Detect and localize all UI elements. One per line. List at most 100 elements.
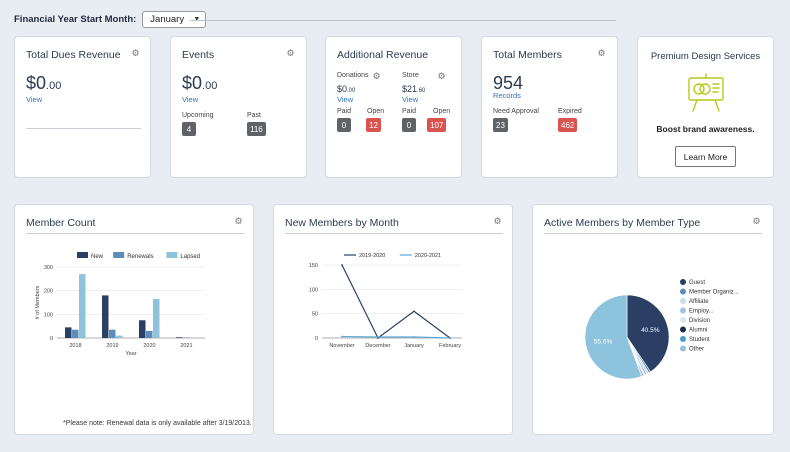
slice-label: 55.6% (594, 338, 613, 345)
members-records-link[interactable]: Records (493, 91, 521, 100)
series-point (413, 336, 415, 338)
store-label: Store (402, 72, 419, 79)
new-members-title: New Members by Month (285, 217, 399, 229)
pie-slice (626, 294, 670, 373)
financial-year-bar: Financial Year Start Month: January ▼ (14, 11, 207, 28)
series-point (377, 336, 379, 338)
expired-label: Expired (558, 108, 582, 115)
y-tick-label: 300 (44, 265, 53, 271)
donations-open-label: Open (367, 108, 385, 115)
legend-label: Division (689, 318, 710, 324)
members-card: Total Members ⚙ 954 Records Need Approva… (481, 36, 618, 178)
learn-more-button[interactable]: Learn More (675, 146, 736, 167)
store-paid-count[interactable]: 0 (402, 118, 416, 132)
store-open-count[interactable]: 107 (427, 118, 447, 132)
need-approval-count[interactable]: 23 (493, 118, 508, 132)
legend-label: Guest (689, 280, 705, 286)
legend-marker (680, 317, 686, 323)
expired-count[interactable]: 462 (558, 118, 578, 132)
bar-new (65, 327, 72, 338)
pie-slice (584, 294, 642, 380)
active-members-card: Active Members by Member Type ⚙ 40.5% 55.… (532, 204, 774, 435)
legend-label: 2019-2020 (359, 253, 385, 259)
past-count[interactable]: 116 (247, 122, 266, 136)
y-tick-label: 150 (309, 263, 318, 269)
x-tick-label: 2021 (180, 343, 192, 349)
chevron-down-icon: ▼ (193, 16, 200, 23)
gear-icon[interactable]: ⚙ (286, 48, 295, 58)
financial-year-select[interactable]: January ▼ (142, 11, 207, 28)
gear-icon[interactable]: ⚙ (234, 216, 243, 226)
dues-card: Total Dues Revenue ⚙ $0.00 View (14, 36, 151, 178)
bar-renewals (72, 329, 79, 338)
donations-paid-count[interactable]: 0 (337, 118, 351, 132)
title-divider (544, 233, 762, 234)
legend-marker (680, 298, 686, 304)
y-tick-label: 0 (315, 336, 318, 342)
legend-label: Affiliate (689, 299, 709, 305)
title-divider (26, 233, 244, 234)
bar-renewals (109, 329, 116, 338)
additional-revenue-card: Additional Revenue Donations ⚙ $0.00 Vie… (325, 36, 462, 178)
legend-label: Renewals (127, 254, 153, 260)
donations-value: $0.00 (337, 84, 356, 94)
series-line (341, 264, 451, 339)
events-card: Events ⚙ $0.00 View Upcoming 4 Past 116 (170, 36, 307, 178)
members-title: Total Members (493, 49, 562, 61)
events-view-link[interactable]: View (182, 95, 199, 104)
series-point (341, 264, 343, 266)
donations-view-link[interactable]: View (337, 95, 354, 104)
gear-icon[interactable]: ⚙ (372, 71, 381, 81)
new-members-card: New Members by Month ⚙ 2019-2020 2020-202… (273, 204, 513, 435)
legend-label: 2020-2021 (415, 253, 441, 259)
gear-icon[interactable]: ⚙ (752, 216, 761, 226)
dues-sparkline (26, 128, 141, 129)
slice-label: 40.5% (641, 327, 660, 334)
y-tick-label: 50 (312, 312, 318, 318)
x-tick-label: 2019 (106, 343, 118, 349)
legend-label: Other (689, 347, 704, 353)
donations-open-count[interactable]: 12 (366, 118, 381, 132)
store-view-link[interactable]: View (402, 95, 419, 104)
donations-label: Donations (337, 72, 369, 79)
gear-icon[interactable]: ⚙ (493, 216, 502, 226)
legend-label: Alumni (689, 328, 707, 334)
member-count-chart: New Renewals Lapsed 0 100 200 300 # of Members 2… (35, 252, 205, 357)
y-tick-label: 0 (50, 336, 53, 342)
x-tick-label: January (404, 343, 424, 349)
legend-label: Student (689, 337, 710, 343)
events-title: Events (182, 49, 215, 61)
x-tick-label: December (365, 343, 391, 349)
x-tick-label: 2020 (143, 343, 155, 349)
legend-swatch (77, 252, 88, 258)
past-label: Past (247, 112, 262, 119)
dues-view-link[interactable]: View (26, 95, 43, 104)
new-members-chart: 2019-2020 2020-2021 0 50 100 150 November Decem… (309, 253, 462, 349)
bar-new (139, 320, 146, 338)
gear-icon[interactable]: ⚙ (597, 48, 606, 58)
gear-icon[interactable]: ⚙ (131, 48, 140, 58)
gear-icon[interactable]: ⚙ (437, 71, 446, 81)
y-axis-label: # of Members (35, 285, 41, 319)
bar-new (102, 295, 109, 338)
design-easel-icon (688, 73, 724, 112)
upcoming-count[interactable]: 4 (182, 122, 196, 136)
legend-label: Employ... (689, 309, 714, 315)
need-approval-label: Need Approval (493, 108, 539, 115)
x-axis-label: Year (125, 351, 136, 357)
active-members-title: Active Members by Member Type (544, 217, 701, 229)
legend-label: Lapsed (180, 254, 200, 260)
premium-tagline: Boost brand awareness. (656, 124, 755, 134)
title-divider (285, 233, 503, 234)
legend-marker (680, 336, 686, 342)
x-tick-label: November (329, 343, 355, 349)
upcoming-label: Upcoming (182, 112, 214, 119)
member-count-card: Member Count ⚙ New Renewals Lapsed 0 100 200 3… (14, 204, 254, 435)
premium-title: Premium Design Services (650, 51, 761, 62)
legend-marker (680, 307, 686, 314)
store-value: $21.60 (402, 84, 426, 94)
members-value: 954 (493, 73, 524, 93)
bar-lapsed (153, 298, 160, 338)
donations-paid-label: Paid (337, 108, 352, 115)
financial-year-label: Financial Year Start Month: (14, 14, 137, 25)
